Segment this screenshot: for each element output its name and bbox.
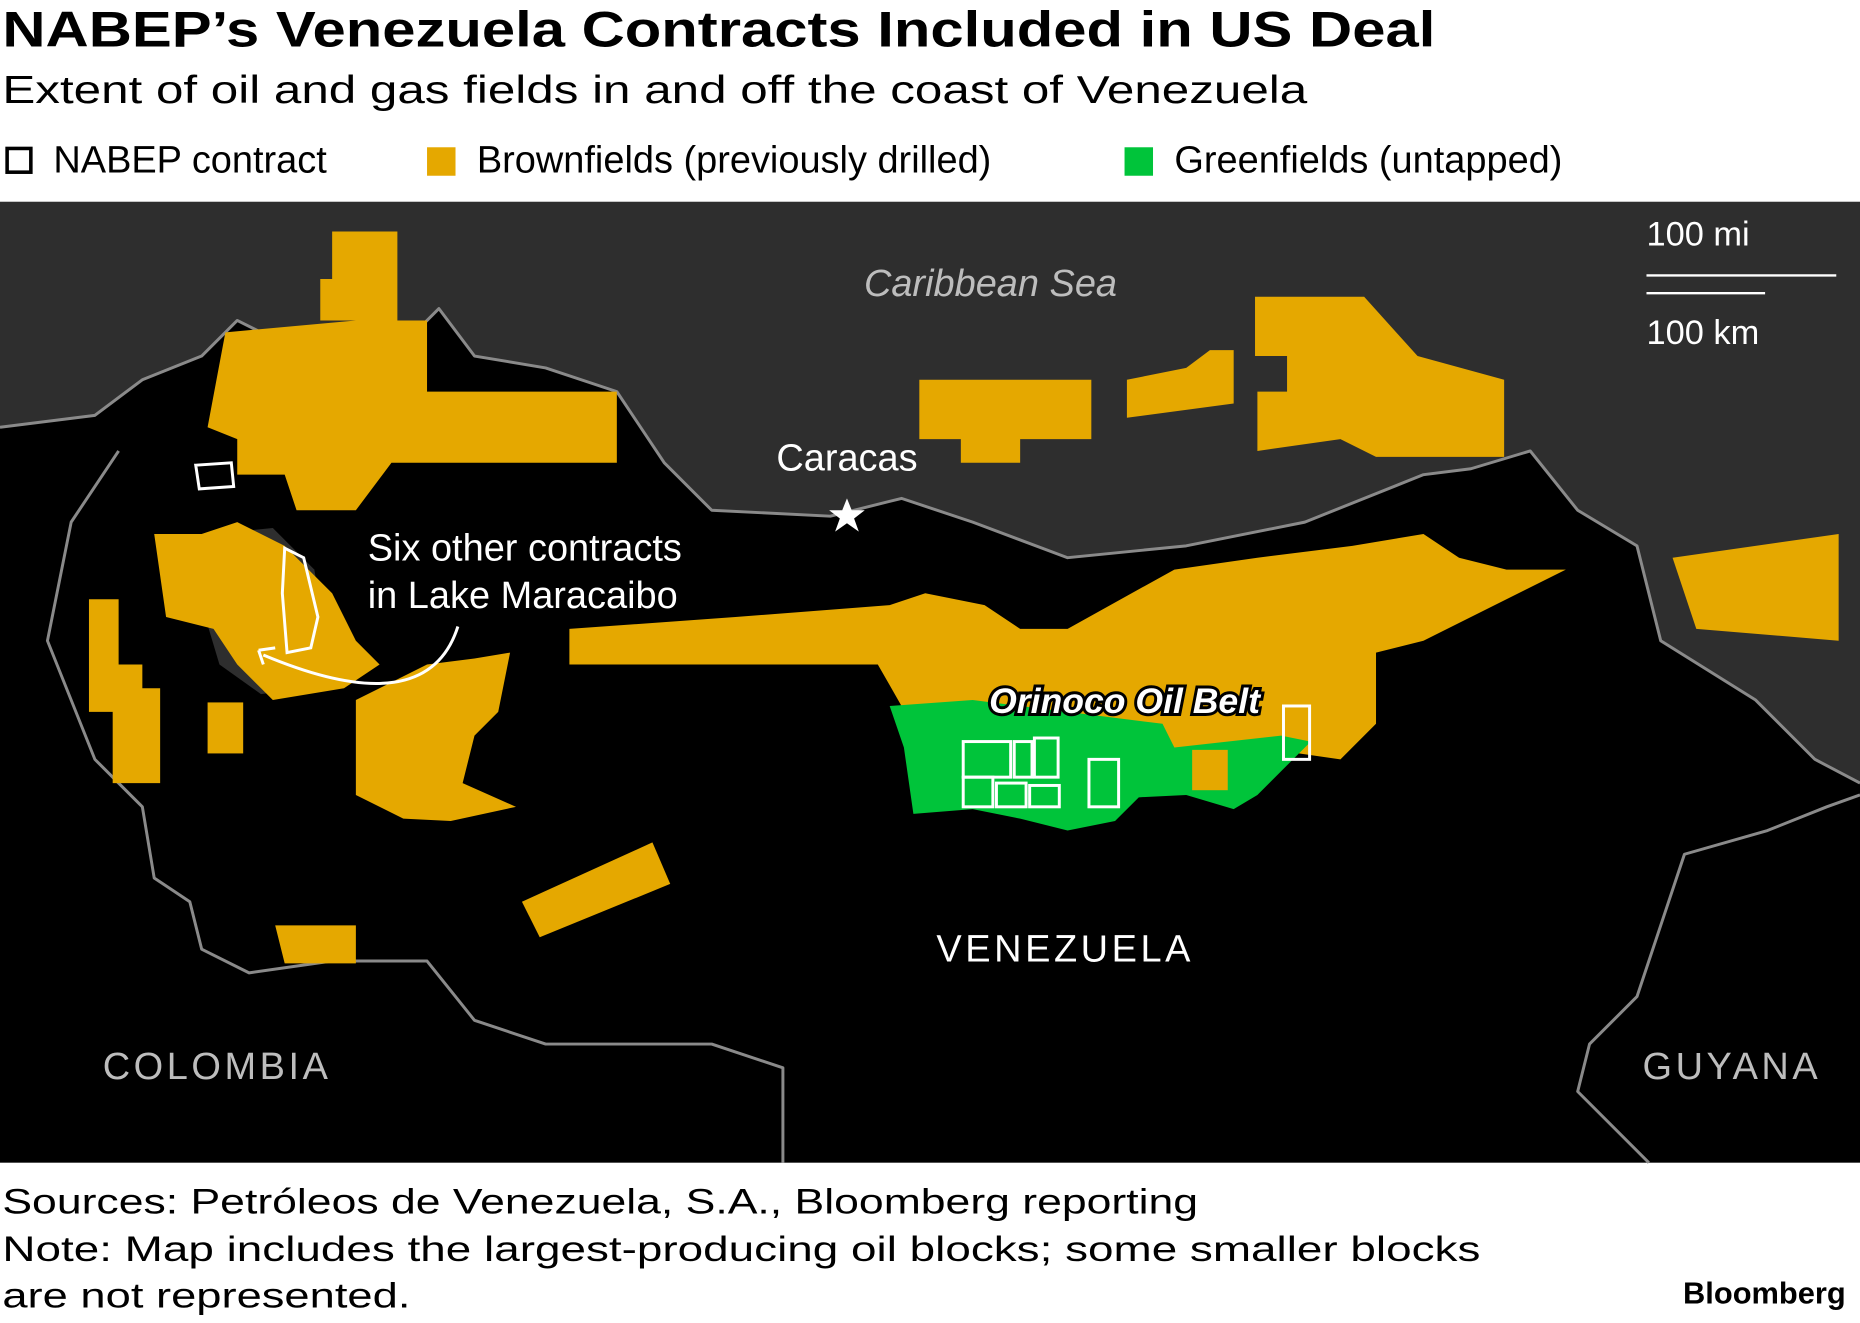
region-label: Orinoco Oil Belt <box>989 681 1262 721</box>
country-label: GUYANA <box>1643 1046 1822 1088</box>
brownfield-block <box>1126 350 1234 418</box>
brownfield-block <box>207 702 244 754</box>
title: NABEP’s Venezuela Contracts Included in … <box>2 2 1435 58</box>
legend-label: Greenfields (untapped) <box>1174 140 1562 182</box>
brownfield-block <box>1255 296 1505 457</box>
border-colombia <box>45 450 785 1163</box>
legend-label: NABEP contract <box>53 140 327 182</box>
sources: Sources: Petróleos de Venezuela, S.A., B… <box>2 1182 1198 1222</box>
arrowhead <box>257 646 276 665</box>
capital-star <box>829 498 865 532</box>
note: are not represented. <box>2 1275 410 1315</box>
subtitle: Extent of oil and gas fields in and off … <box>2 69 1307 112</box>
note: Note: Map includes the largest-producing… <box>2 1229 1480 1269</box>
scale-label: 100 km <box>1646 314 1759 352</box>
sea-label: Caribbean Sea <box>864 263 1117 305</box>
brownfield-block <box>275 925 356 964</box>
legend-swatch-brownfield <box>427 147 456 176</box>
callout-text: Six other contracts <box>368 528 682 570</box>
legend-label: Brownfields (previously drilled) <box>477 140 991 182</box>
legend-swatch-greenfield <box>1124 147 1154 176</box>
map: Caribbean Sea Caracas Six other contract… <box>0 201 1860 1164</box>
brownfield-block <box>320 231 428 357</box>
brownfield-block <box>154 522 380 701</box>
scale-label: 100 mi <box>1646 215 1749 253</box>
brownfield-block <box>1192 749 1228 791</box>
capital-label: Caracas <box>776 437 917 479</box>
callout-arrow <box>262 626 460 685</box>
brownfield-block <box>1672 533 1839 641</box>
brand: Bloomberg <box>1683 1276 1846 1311</box>
nabep-contracts <box>194 461 1312 809</box>
brownfield-block <box>919 379 1092 463</box>
brownfield-block <box>521 842 671 938</box>
brownfield-block <box>355 652 517 822</box>
brownfield-block <box>207 320 617 511</box>
country-label: VENEZUELA <box>936 929 1194 971</box>
callout-text: in Lake Maracaibo <box>368 575 678 617</box>
border-guyana <box>1576 793 1860 1164</box>
country-label: COLOMBIA <box>103 1046 332 1088</box>
brownfield-block <box>569 533 1566 760</box>
brownfield-block <box>88 599 161 784</box>
legend-swatch-contract <box>5 146 33 174</box>
